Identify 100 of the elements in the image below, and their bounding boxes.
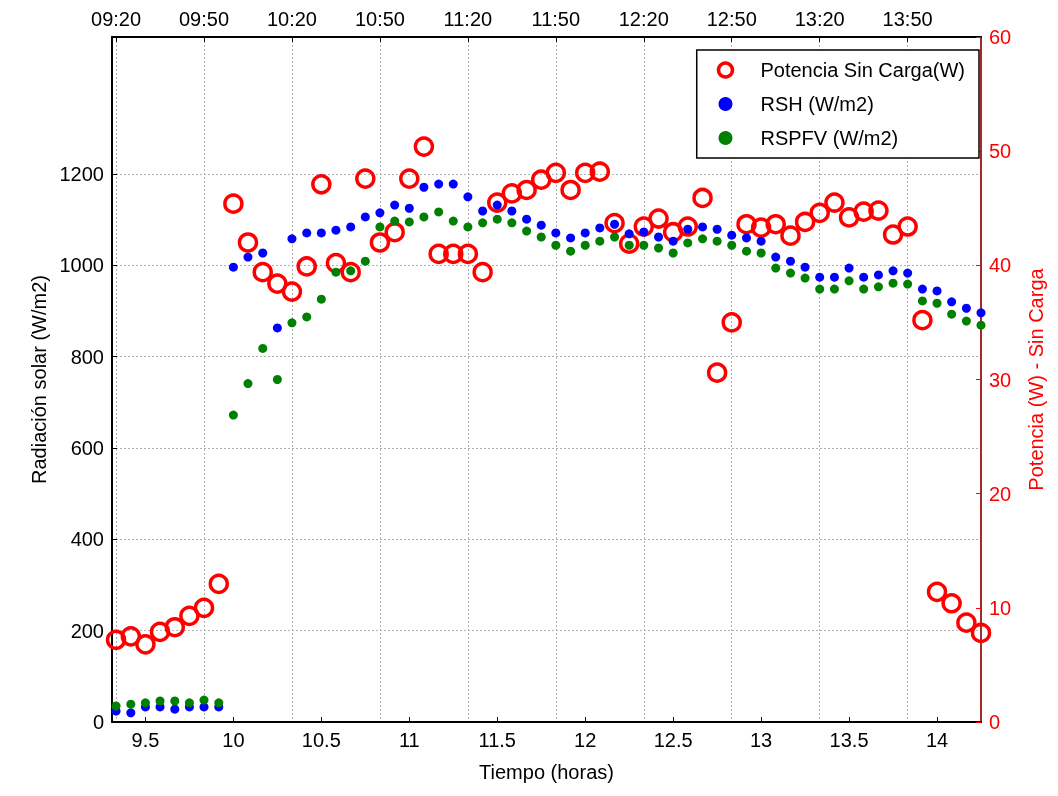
point [917, 296, 927, 306]
x2-tick-label: 13:20 [794, 8, 845, 30]
y2-tick-label: 60 [989, 26, 1012, 48]
point [859, 272, 869, 282]
point [384, 221, 405, 243]
point [574, 162, 596, 184]
point [815, 272, 825, 282]
x-tick-label: 10.5 [301, 729, 341, 751]
point [756, 248, 766, 258]
x-tick-label: 13.5 [829, 729, 869, 751]
point [404, 217, 414, 227]
point [721, 312, 742, 333]
point [507, 218, 517, 228]
point [413, 136, 435, 157]
point [164, 617, 186, 638]
point [956, 612, 977, 633]
y-tick-label: 1000 [59, 254, 104, 277]
point [654, 243, 664, 253]
point [267, 273, 288, 294]
point [214, 698, 224, 708]
point [258, 343, 268, 353]
x-axis-title: Tiempo (horas) [479, 761, 614, 783]
point [604, 212, 625, 234]
point [208, 573, 230, 595]
point [698, 234, 708, 244]
point [566, 246, 576, 256]
point [155, 696, 165, 706]
x2-tick-label: 10:20 [266, 8, 317, 30]
point [610, 232, 620, 242]
point [223, 193, 244, 214]
point [296, 256, 317, 277]
x-tick-label: 9.5 [131, 729, 160, 751]
y2-axis-title: Potencia (W) - Sin Carga [1025, 267, 1047, 491]
x-tick-label: 13 [749, 729, 773, 751]
point [897, 216, 918, 237]
point [252, 261, 274, 283]
point [434, 207, 444, 217]
point [472, 261, 493, 283]
point [111, 701, 121, 711]
x2-tick-label: 12:20 [618, 8, 669, 30]
point [463, 192, 473, 202]
point [399, 168, 420, 189]
point [463, 222, 473, 232]
point [140, 698, 150, 708]
point [589, 161, 611, 182]
point [932, 286, 942, 296]
point [536, 232, 546, 242]
point [331, 225, 341, 235]
legend-label: Potencia Sin Carga(W) [760, 59, 966, 81]
x-tick-label: 11 [398, 729, 420, 751]
point [947, 309, 957, 319]
y-tick-label: 1200 [59, 163, 104, 185]
point [873, 270, 883, 280]
legend-label: RSH (W/m2) [760, 93, 874, 115]
point [917, 284, 927, 294]
point [868, 200, 889, 221]
point [184, 698, 194, 708]
point [838, 207, 860, 228]
point [369, 232, 391, 253]
x-tick-label: 11.5 [478, 729, 516, 751]
point [331, 267, 341, 277]
point [507, 206, 517, 216]
x-tick-label: 12.5 [653, 729, 693, 751]
point [360, 256, 370, 266]
point [199, 695, 209, 705]
point [595, 223, 605, 233]
point [580, 240, 590, 250]
point [654, 232, 664, 242]
point [844, 263, 854, 273]
point [478, 206, 488, 216]
point [794, 211, 816, 233]
x2-tick-label: 12:50 [706, 8, 757, 30]
point [639, 240, 649, 250]
y-tick-label: 200 [70, 619, 104, 642]
x-tick-label: 10 [222, 729, 245, 751]
point [750, 217, 772, 238]
point [771, 252, 781, 262]
point [120, 626, 142, 647]
point [595, 236, 605, 246]
point [419, 212, 429, 222]
y-tick-label: 400 [70, 528, 104, 551]
point [829, 272, 839, 282]
point [316, 294, 326, 304]
point [706, 362, 728, 383]
point [970, 622, 992, 644]
point [580, 228, 590, 238]
point [522, 226, 532, 236]
point [712, 236, 722, 246]
point [888, 278, 898, 288]
point [179, 605, 200, 627]
point [375, 222, 385, 232]
point [712, 224, 722, 234]
point [882, 224, 904, 245]
point [824, 192, 845, 213]
point [272, 375, 282, 384]
point [228, 410, 238, 420]
point [668, 248, 678, 258]
point [243, 252, 253, 262]
point [149, 621, 171, 643]
point [316, 228, 326, 238]
